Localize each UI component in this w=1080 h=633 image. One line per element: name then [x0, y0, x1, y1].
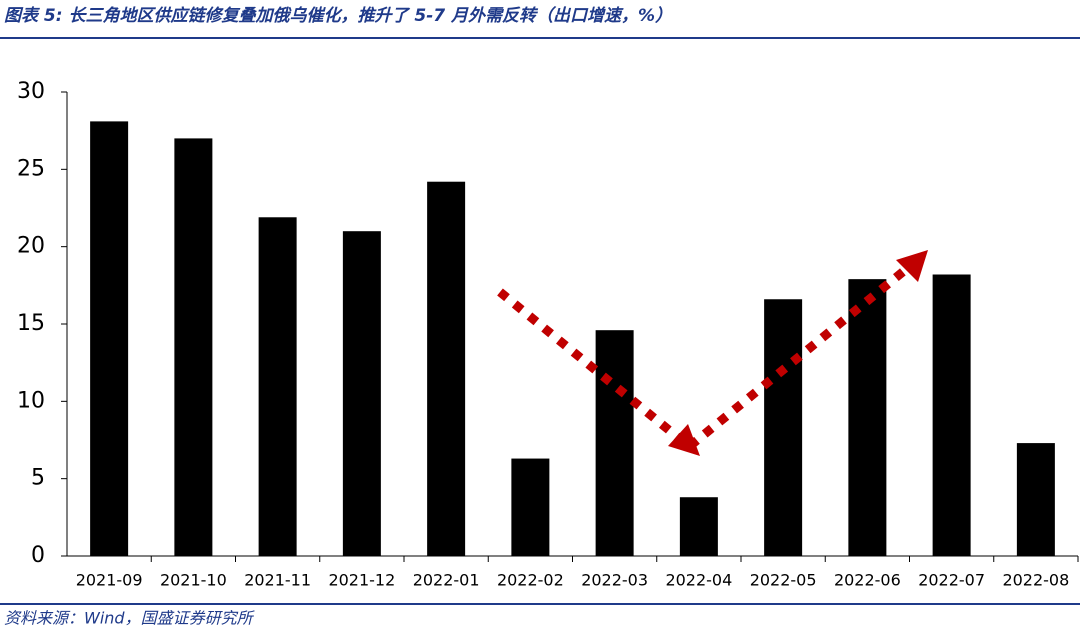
x-tick-label: 2022-01: [413, 571, 480, 590]
bar: [932, 274, 971, 556]
up-arrowhead: [896, 250, 928, 282]
x-tick-label: 2022-05: [750, 571, 817, 590]
bar: [1016, 443, 1055, 556]
x-tick-label: 2021-09: [76, 571, 143, 590]
y-tick-label: 25: [17, 156, 45, 181]
bar: [679, 497, 718, 556]
plot-area: 0 5 10 15 20 25 30 2021-09 2021-10 2021-11 2021-12…: [17, 79, 1079, 590]
x-tick-label: 2021-10: [160, 571, 227, 590]
source-note: 资料来源：Wind，国盛证券研究所: [4, 609, 256, 628]
x-tick-label: 2022-02: [497, 571, 564, 590]
x-tick-label: 2022-08: [1002, 571, 1069, 590]
x-tick-label: 2022-03: [581, 571, 648, 590]
x-tick-label: 2021-11: [244, 571, 311, 590]
bar: [90, 121, 129, 557]
bar: [595, 330, 634, 556]
x-tick-label: 2022-04: [665, 571, 732, 590]
bar: [258, 217, 297, 556]
bar: [764, 299, 803, 556]
y-tick-label: 10: [17, 388, 45, 413]
y-tick-label: 0: [31, 543, 45, 568]
up-arrow: [687, 262, 913, 450]
down-arrow: [497, 288, 689, 448]
y-tick-label: 20: [17, 234, 45, 259]
bar: [848, 279, 887, 556]
bar: [511, 458, 550, 556]
trend-arrows: [497, 250, 928, 456]
y-tick-label: 30: [17, 79, 45, 104]
bar: [174, 138, 213, 556]
x-tick-label: 2022-07: [918, 571, 985, 590]
x-tick-label: 2021-12: [328, 571, 395, 590]
bar: [427, 181, 466, 556]
chart-title: 图表 5: 长三角地区供应链修复叠加俄乌催化，推升了 5-7 月外需反转（出口增…: [4, 6, 672, 26]
y-tick-label: 5: [31, 466, 45, 491]
bar: [342, 231, 381, 556]
x-tick-label: 2022-06: [834, 571, 901, 590]
y-tick-label: 15: [17, 311, 45, 336]
